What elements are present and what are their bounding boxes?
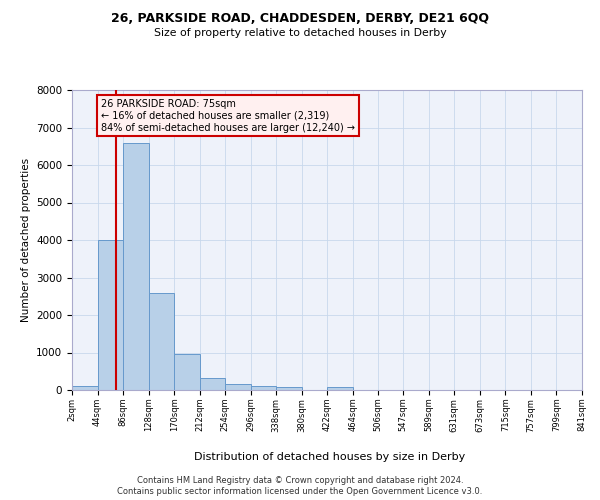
Bar — [328, 387, 353, 390]
Bar — [200, 378, 225, 390]
Text: Contains public sector information licensed under the Open Government Licence v3: Contains public sector information licen… — [118, 487, 482, 496]
Bar — [72, 386, 98, 390]
Y-axis label: Number of detached properties: Number of detached properties — [20, 158, 31, 322]
Bar — [251, 386, 276, 390]
Bar — [123, 142, 149, 390]
Text: 26 PARKSIDE ROAD: 75sqm
← 16% of detached houses are smaller (2,319)
84% of semi: 26 PARKSIDE ROAD: 75sqm ← 16% of detache… — [101, 100, 355, 132]
Text: Contains HM Land Registry data © Crown copyright and database right 2024.: Contains HM Land Registry data © Crown c… — [137, 476, 463, 485]
Text: 26, PARKSIDE ROAD, CHADDESDEN, DERBY, DE21 6QQ: 26, PARKSIDE ROAD, CHADDESDEN, DERBY, DE… — [111, 12, 489, 26]
Bar — [149, 292, 174, 390]
Bar — [174, 354, 200, 390]
Bar — [225, 384, 251, 390]
Bar — [276, 387, 302, 390]
Text: Distribution of detached houses by size in Derby: Distribution of detached houses by size … — [194, 452, 466, 462]
Bar — [98, 240, 123, 390]
Text: Size of property relative to detached houses in Derby: Size of property relative to detached ho… — [154, 28, 446, 38]
